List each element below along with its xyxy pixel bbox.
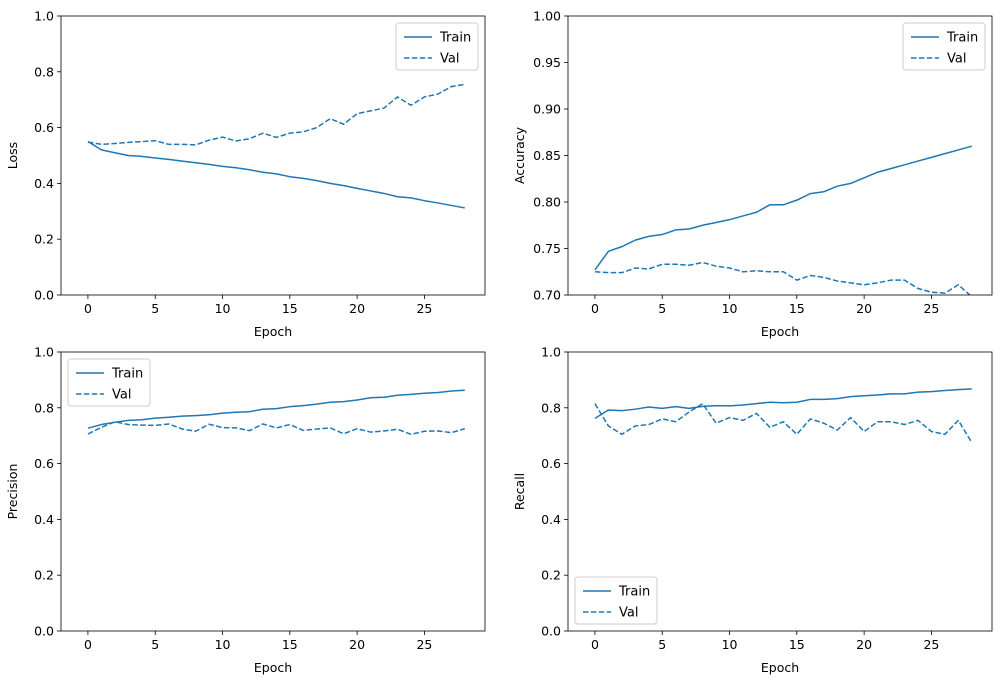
axes-frame bbox=[60, 15, 486, 296]
y-tick-label: 0.0 bbox=[34, 624, 54, 639]
x-tick-label: 0 bbox=[591, 301, 599, 316]
x-tick-label: 25 bbox=[416, 301, 432, 316]
y-tick-label: 1.0 bbox=[34, 345, 54, 360]
y-axis-label: Loss bbox=[5, 142, 20, 169]
y-tick-label: 0.8 bbox=[34, 400, 54, 415]
y-tick-label: 0.70 bbox=[533, 288, 561, 303]
y-tick-label: 1.0 bbox=[34, 9, 54, 24]
x-tick-label: 10 bbox=[215, 637, 231, 652]
x-tick-label: 20 bbox=[349, 637, 365, 652]
x-tick-label: 15 bbox=[282, 637, 298, 652]
subplot-accuracy: 0 5 10 15 20 25 0.70 0.75 0.80 0.85 0.90 0.95 1.00 Ep… bbox=[512, 9, 993, 339]
y-tick-label: 0.0 bbox=[541, 624, 561, 639]
y-tick-label: 0.6 bbox=[34, 120, 54, 135]
y-tick-label: 0.4 bbox=[34, 512, 54, 527]
y-tick-label: 0.0 bbox=[34, 288, 54, 303]
series-line-val bbox=[87, 83, 465, 146]
x-tick-label: 20 bbox=[856, 301, 872, 316]
subplot-recall: 0 5 10 15 20 25 0.0 0.2 0.4 0.6 0.8 1.0 Epoch Recall T… bbox=[512, 345, 993, 675]
y-tick-label: 0.2 bbox=[34, 232, 54, 247]
x-axis-label: Epoch bbox=[254, 324, 292, 339]
y-tick-label: 0.8 bbox=[34, 64, 54, 79]
x-tick-label: 5 bbox=[151, 301, 159, 316]
legend-label-val: Val bbox=[112, 388, 131, 403]
y-axis-label: Accuracy bbox=[512, 126, 527, 184]
legend: Train Val bbox=[574, 576, 658, 625]
x-tick-label: 25 bbox=[923, 637, 939, 652]
y-tick-label: 0.8 bbox=[541, 400, 561, 415]
x-axis-label: Epoch bbox=[761, 660, 799, 675]
series-line-train bbox=[87, 140, 465, 209]
series-line-val bbox=[87, 421, 466, 436]
x-tick-label: 10 bbox=[722, 637, 738, 652]
series-line-train bbox=[594, 145, 973, 271]
x-tick-label: 25 bbox=[923, 301, 939, 316]
legend-label-train: Train bbox=[946, 31, 978, 46]
legend: Train Val bbox=[902, 22, 986, 71]
x-tick-label: 15 bbox=[282, 301, 298, 316]
x-tick-label: 5 bbox=[658, 301, 666, 316]
x-tick-label: 0 bbox=[591, 637, 599, 652]
x-tick-label: 15 bbox=[789, 301, 805, 316]
y-axis-label: Recall bbox=[512, 473, 527, 510]
legend-label-train: Train bbox=[439, 31, 471, 46]
y-tick-label: 0.6 bbox=[541, 456, 561, 471]
series-line-val bbox=[594, 402, 973, 444]
y-tick-label: 0.2 bbox=[541, 568, 561, 583]
y-tick-label: 0.4 bbox=[541, 512, 561, 527]
x-axis-label: Epoch bbox=[761, 324, 799, 339]
legend-label-train: Train bbox=[111, 367, 143, 382]
x-tick-label: 20 bbox=[349, 301, 365, 316]
x-tick-label: 10 bbox=[722, 301, 738, 316]
x-tick-label: 15 bbox=[789, 637, 805, 652]
subplot-precision: 0 5 10 15 20 25 0.0 0.2 0.4 0.6 0.8 1.0 Epoch Precisi… bbox=[5, 345, 486, 675]
x-axis-label: Epoch bbox=[254, 660, 292, 675]
legend-label-val: Val bbox=[619, 606, 638, 621]
x-tick-label: 25 bbox=[416, 637, 432, 652]
y-tick-label: 0.80 bbox=[533, 195, 561, 210]
y-tick-label: 0.4 bbox=[34, 176, 54, 191]
legend-label-val: Val bbox=[947, 52, 966, 67]
legend: Train Val bbox=[395, 22, 479, 71]
y-tick-label: 0.2 bbox=[34, 568, 54, 583]
axes-frame bbox=[567, 351, 993, 632]
series-line-train bbox=[87, 389, 465, 429]
y-tick-label: 0.95 bbox=[533, 55, 561, 70]
y-tick-label: 1.0 bbox=[541, 345, 561, 360]
x-tick-label: 10 bbox=[215, 301, 231, 316]
y-tick-label: 0.75 bbox=[533, 241, 561, 256]
subplot-loss: 0 5 10 15 20 25 0.0 0.2 0.4 0.6 0.8 1.0 Epoch Loss Tra… bbox=[5, 9, 486, 339]
y-axis-label: Precision bbox=[5, 464, 20, 520]
x-tick-label: 0 bbox=[84, 301, 92, 316]
x-tick-label: 20 bbox=[856, 637, 872, 652]
series-line-val bbox=[594, 261, 971, 295]
legend: Train Val bbox=[67, 358, 151, 407]
y-tick-label: 0.90 bbox=[533, 102, 561, 117]
x-tick-label: 0 bbox=[84, 637, 92, 652]
axes-frame bbox=[60, 351, 486, 632]
legend-label-val: Val bbox=[440, 52, 459, 67]
series-line-train bbox=[594, 388, 972, 420]
legend-label-train: Train bbox=[618, 585, 650, 600]
x-tick-label: 5 bbox=[658, 637, 666, 652]
y-tick-label: 0.6 bbox=[34, 456, 54, 471]
y-tick-label: 1.00 bbox=[533, 9, 561, 24]
y-tick-label: 0.85 bbox=[533, 148, 561, 163]
x-tick-label: 5 bbox=[151, 637, 159, 652]
